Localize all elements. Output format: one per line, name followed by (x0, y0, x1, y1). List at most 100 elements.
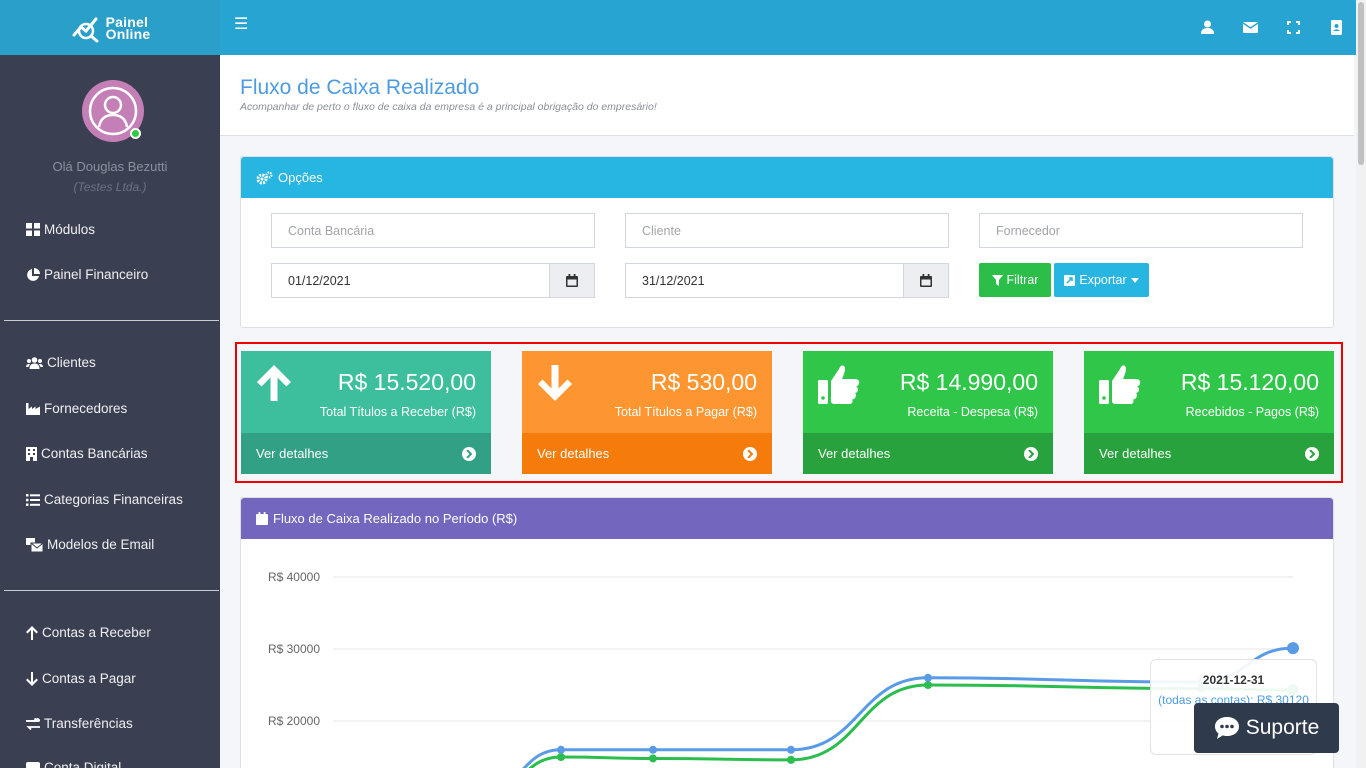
data-point[interactable] (924, 681, 932, 689)
card-titulos-receber: R$ 15.520,00 Total Títulos a Receber (R$… (241, 351, 491, 474)
sidebar-item-label: Categorias Financeiras (44, 492, 183, 507)
sidebar-item-categorias-financeiras[interactable]: Categorias Financeiras (26, 492, 183, 507)
sidebar-item-label: Contas a Pagar (42, 671, 136, 686)
top-navbar: Painel Online ☰ (0, 0, 1356, 55)
logo-icon (72, 17, 99, 42)
arrow-down-icon (538, 365, 572, 401)
page-title: Fluxo de Caixa Realizado (240, 76, 480, 99)
card-recebidos-pagos: R$ 15.120,00 Recebidos - Pagos (R$) Ver … (1084, 351, 1334, 474)
fullscreen-icon[interactable] (1283, 17, 1303, 37)
sidebar-item-label: Contas a Receber (42, 625, 151, 640)
user-avatar-icon (88, 86, 138, 136)
sidebar-item-contas-bancarias[interactable]: Contas Bancárias (26, 446, 148, 461)
sidebar-item-conta-digital[interactable]: Conta Digital (26, 760, 121, 768)
data-point[interactable] (924, 673, 932, 682)
options-panel-header: Opções (241, 157, 1333, 198)
envelope-icon[interactable] (1240, 17, 1260, 37)
data-point[interactable] (649, 754, 657, 763)
arrow-up-icon (257, 365, 291, 401)
card-details-link[interactable]: Ver detalhes (522, 433, 772, 474)
card-body: R$ 530,00 Total Títulos a Pagar (R$) (522, 351, 772, 433)
sidebar-item-label: Transferências (44, 716, 133, 731)
card-value: R$ 14.990,00 (899, 369, 1038, 395)
card-label: Total Títulos a Receber (R$) (319, 405, 476, 419)
data-point[interactable] (787, 745, 795, 754)
brand-name: Painel Online (106, 15, 151, 41)
address-book-icon[interactable] (1326, 17, 1346, 37)
support-button[interactable]: Suporte (1194, 703, 1339, 753)
data-point[interactable] (557, 745, 565, 754)
scrollbar-thumb[interactable] (1358, 2, 1364, 165)
list-icon (26, 493, 40, 506)
thumbs-up-icon (818, 365, 860, 404)
sidebar-item-label: Conta Digital (44, 760, 122, 768)
sidebar-divider (4, 320, 219, 321)
card-details-link[interactable]: Ver detalhes (1084, 433, 1334, 474)
fornecedor-select[interactable]: Fornecedor (979, 213, 1303, 248)
sidebar-item-clientes[interactable]: Clientes (26, 355, 96, 370)
chat-bubble-icon (1214, 717, 1239, 739)
top-icons (1197, 17, 1346, 37)
sidebar-item-modulos[interactable]: Módulos (26, 222, 95, 237)
sidebar-item-fornecedores[interactable]: Fornecedores (26, 401, 127, 416)
arrow-up-icon (26, 625, 38, 640)
arrow-down-icon (26, 671, 38, 686)
sidebar-item-contas-a-receber[interactable]: Contas a Receber (26, 625, 151, 640)
export-button[interactable]: Exportar (1054, 263, 1149, 297)
date-end-calendar-button[interactable] (903, 263, 949, 298)
data-point[interactable] (1287, 642, 1299, 655)
card-value: R$ 15.520,00 (337, 369, 476, 395)
page-subtitle: Acompanhar de perto o fluxo de caixa da … (240, 101, 657, 113)
card-details-link[interactable]: Ver detalhes (803, 433, 1053, 474)
caret-down-icon (1130, 277, 1139, 283)
filter-icon (991, 274, 1003, 286)
chevron-right-icon (462, 447, 476, 461)
y-tick-label: R$ 20000 (268, 714, 320, 728)
sidebar-item-label: Módulos (44, 222, 96, 237)
chevron-right-icon (1024, 447, 1038, 461)
sidebar-item-painel-financeiro[interactable]: Painel Financeiro (26, 267, 148, 282)
card-value: R$ 15.120,00 (1180, 369, 1319, 395)
menu-toggle-icon[interactable]: ☰ (234, 16, 249, 33)
sidebar-item-transferencias[interactable]: Transferências (26, 716, 133, 731)
conta-bancaria-select[interactable]: Conta Bancária (271, 213, 595, 248)
exchange-icon (26, 717, 40, 730)
card-details-link[interactable]: Ver detalhes (241, 433, 491, 474)
date-end-input[interactable]: 31/12/2021 (625, 263, 905, 298)
card-label: Receita - Despesa (R$) (907, 405, 1038, 419)
building-icon (26, 446, 37, 461)
details-link-label: Ver detalhes (256, 446, 329, 461)
brand-logo[interactable]: Painel Online (0, 0, 220, 55)
industry-icon (26, 403, 40, 415)
pie-chart-icon (27, 267, 40, 281)
sidebar-item-contas-a-pagar[interactable]: Contas a Pagar (26, 671, 136, 686)
card-label: Total Títulos a Pagar (R$) (614, 405, 757, 419)
data-point[interactable] (557, 753, 565, 761)
calendar-icon (566, 274, 578, 287)
wallet-icon (26, 761, 40, 768)
user-icon[interactable] (1197, 17, 1217, 37)
details-link-label: Ver detalhes (537, 446, 610, 461)
date-start-input[interactable]: 01/12/2021 (271, 263, 551, 298)
sidebar-item-label: Clientes (47, 355, 96, 370)
calendar-icon (256, 512, 268, 525)
cliente-select[interactable]: Cliente (625, 213, 949, 248)
data-point[interactable] (787, 755, 795, 764)
sidebar: Olá Douglas Bezutti (Testes Ltda.) Módul… (0, 55, 220, 768)
thumbs-up-icon (1099, 365, 1141, 404)
users-icon (26, 356, 43, 369)
chevron-right-icon (743, 447, 757, 461)
sidebar-item-label: Contas Bancárias (41, 446, 148, 461)
online-status-dot (130, 128, 141, 139)
avatar[interactable] (82, 80, 144, 142)
card-body: R$ 15.520,00 Total Títulos a Receber (R$… (241, 351, 491, 433)
data-point[interactable] (649, 745, 657, 754)
sidebar-divider (4, 590, 219, 591)
card-value: R$ 530,00 (650, 369, 757, 395)
page-scrollbar[interactable] (1356, 0, 1366, 768)
details-link-label: Ver detalhes (818, 446, 891, 461)
calendar-icon (920, 274, 932, 287)
sidebar-item-modelos-de-email[interactable]: Modelos de Email (26, 537, 154, 552)
date-start-calendar-button[interactable] (549, 263, 595, 298)
filter-button[interactable]: Filtrar (979, 263, 1051, 297)
